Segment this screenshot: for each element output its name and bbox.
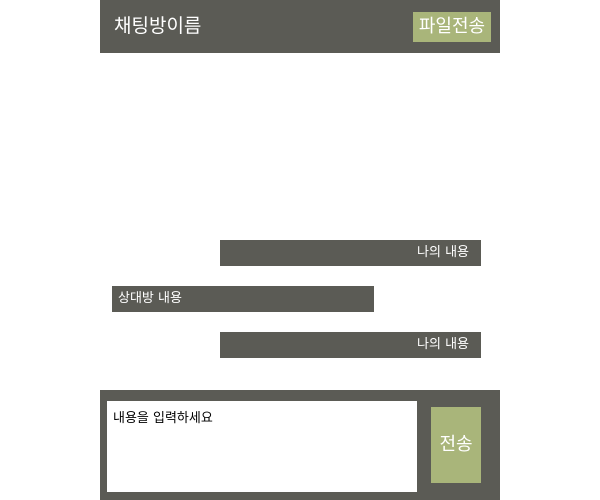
my-message: 나의 내용 xyxy=(220,332,481,358)
chat-window: 채팅방이름 파일전송 나의 내용 상대방 내용 나의 내용 전송 xyxy=(100,0,500,500)
message-composer: 전송 xyxy=(100,390,500,500)
message-input[interactable] xyxy=(107,401,417,492)
their-message: 상대방 내용 xyxy=(112,286,374,312)
chat-header: 채팅방이름 파일전송 xyxy=(100,0,500,53)
my-message: 나의 내용 xyxy=(220,240,481,266)
send-button[interactable]: 전송 xyxy=(431,407,481,483)
room-title: 채팅방이름 xyxy=(114,15,202,37)
file-send-button[interactable]: 파일전송 xyxy=(413,12,491,42)
